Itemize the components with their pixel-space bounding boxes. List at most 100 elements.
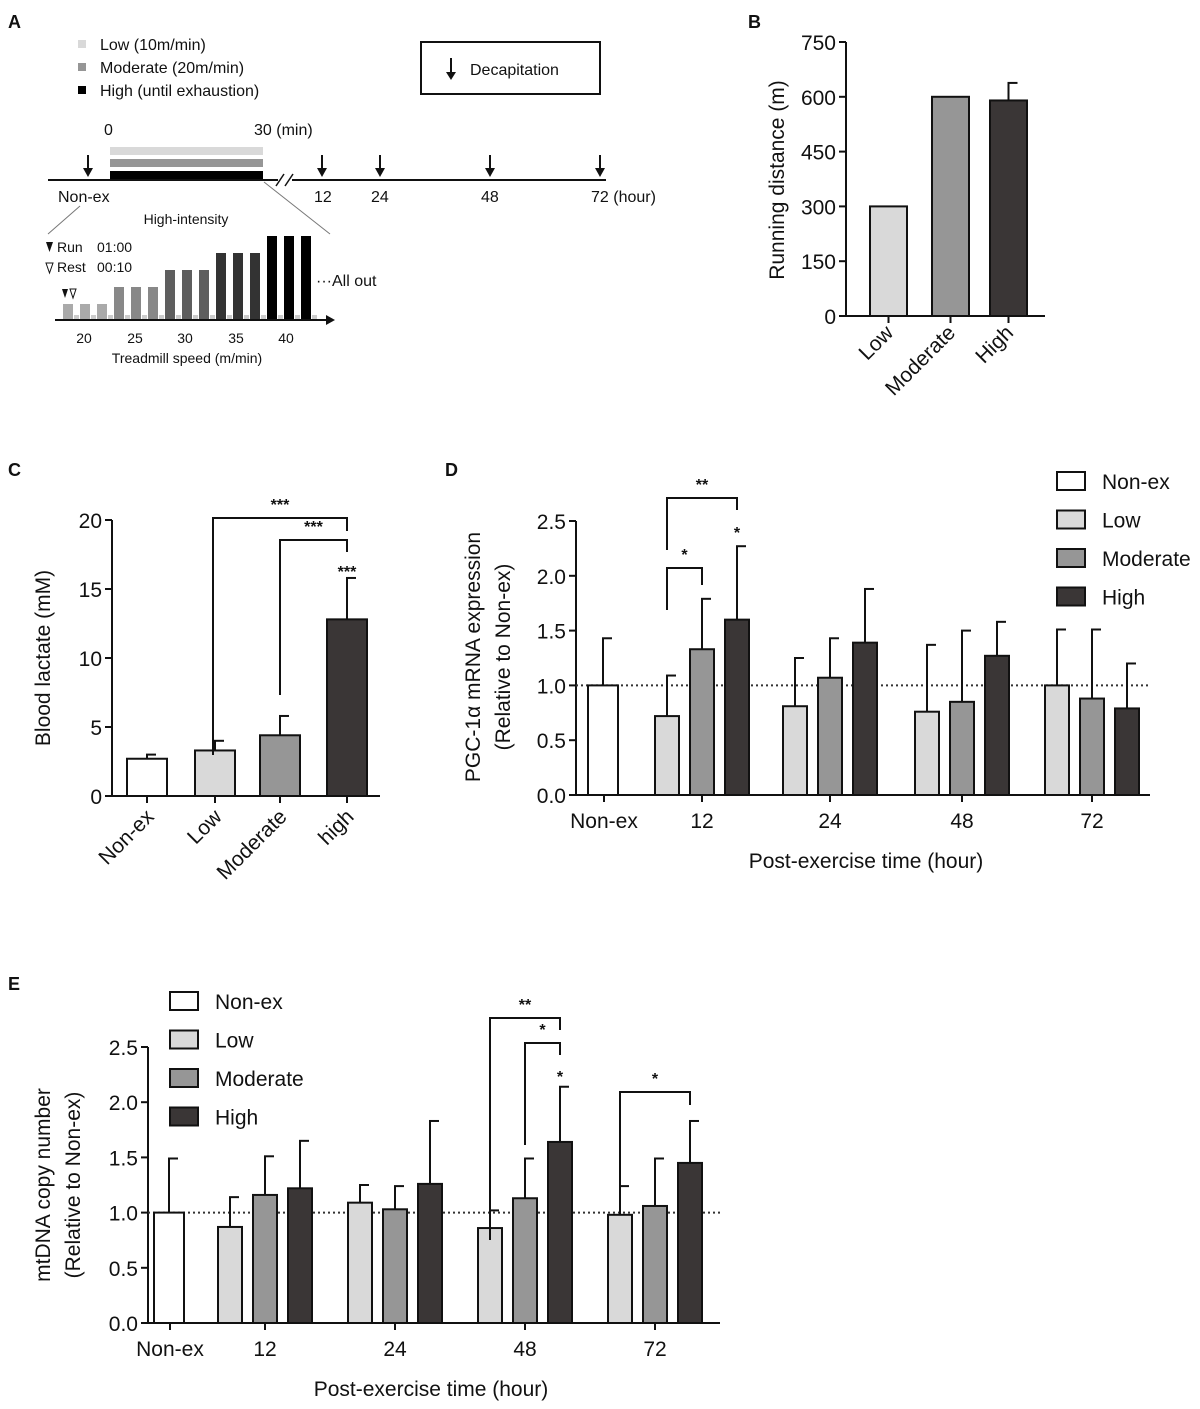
y-tick-label: 0.0 <box>109 1313 138 1336</box>
legend-label-moderate: Moderate <box>1102 548 1191 571</box>
significance-bracket <box>666 567 703 610</box>
x-tick-label: Non-ex <box>136 1338 204 1361</box>
bar-moderate <box>642 1204 668 1324</box>
bar-high <box>1114 707 1140 797</box>
legend-swatch-non-ex <box>169 991 199 1011</box>
bar-non-ex <box>126 757 168 797</box>
significance-label: ** <box>696 477 709 494</box>
rest-bar <box>74 315 79 320</box>
bar-high <box>547 1140 573 1324</box>
rest-bar <box>176 315 181 320</box>
axis-break-icon <box>275 173 294 187</box>
arrow-head-icon <box>375 168 385 177</box>
panel-label-c: C <box>8 460 21 480</box>
legend-moderate: Moderate (20m/min) <box>100 60 244 77</box>
x-axis-label: Post-exercise time (hour) <box>314 1378 549 1401</box>
panel-d-pgc1a-expression: 0.0 0.5 1.0 1.5 2.0 2.5 Non-ex 12 24 48 72 Post-exe… <box>462 471 1191 873</box>
bar-low <box>194 749 236 798</box>
rest-bar <box>125 315 130 320</box>
timepoint-12: 12 <box>314 189 332 206</box>
bar-high <box>287 1187 313 1325</box>
significance-label: * <box>652 1071 659 1088</box>
bar-moderate <box>689 648 715 796</box>
legend-label-high: High <box>1102 587 1145 610</box>
arrow-head-icon <box>317 168 327 177</box>
run-bar <box>97 304 107 320</box>
y-tick-label: 2.0 <box>109 1092 138 1115</box>
legend-label-moderate: Moderate <box>215 1068 304 1091</box>
moderate-exercise-bar <box>110 159 263 167</box>
y-tick-label: 2.5 <box>537 511 566 534</box>
y-tick-label: 0.5 <box>109 1258 138 1281</box>
bar-high <box>724 618 750 797</box>
bar-high <box>984 654 1010 796</box>
x-tick-label: Low <box>183 805 227 849</box>
panel-label-b: B <box>748 12 761 32</box>
legend-swatch-low <box>78 40 86 48</box>
rest-label: Rest <box>57 259 86 275</box>
rest-bar <box>312 315 317 320</box>
y-tick-label: 750 <box>801 32 836 55</box>
bar-moderate <box>382 1208 408 1324</box>
y-tick-label: 2.5 <box>109 1037 138 1060</box>
bar-low <box>654 715 680 797</box>
rest-bar <box>295 315 300 320</box>
bar-moderate <box>512 1197 538 1325</box>
low-exercise-bar <box>110 147 263 155</box>
significance-bracket <box>524 1042 561 1145</box>
y-tick-label: 1.0 <box>537 675 566 698</box>
bar-nonex <box>587 684 619 797</box>
x-axis-label: Post-exercise time (hour) <box>749 850 984 873</box>
bar-high <box>852 641 878 796</box>
rest-bar <box>142 315 147 320</box>
panel-label-e: E <box>8 974 20 994</box>
bar-high <box>326 618 368 797</box>
significance-label: *** <box>304 519 323 536</box>
bar-low <box>914 710 940 796</box>
significance-label: ** <box>519 997 532 1014</box>
speed-tick-label: 25 <box>127 330 143 346</box>
y-tick-label: 1.5 <box>537 621 566 644</box>
y-tick-label: 0.5 <box>537 730 566 753</box>
speed-axis-label: Treadmill speed (m/min) <box>112 350 262 366</box>
y-tick-label: 10 <box>79 648 102 671</box>
significance-label: * <box>539 1022 546 1039</box>
x-tick-label: 24 <box>818 810 842 833</box>
bar-low <box>347 1201 373 1324</box>
x-tick-label: 12 <box>690 810 713 833</box>
legend-swatch-high <box>78 86 86 94</box>
significance-label: *** <box>271 497 290 514</box>
y-tick-label: 300 <box>801 196 836 219</box>
run-label: Run <box>57 239 83 255</box>
legend-label-high: High <box>215 1107 258 1130</box>
decapitation-label: Decapitation <box>470 62 559 79</box>
rest-bar <box>159 315 164 320</box>
bar-low <box>477 1227 503 1325</box>
rest-bar <box>210 315 215 320</box>
bar-moderate <box>1079 697 1105 796</box>
speed-tick-label: 30 <box>177 330 193 346</box>
run-time: 01:00 <box>97 239 132 255</box>
rest-bar <box>261 315 266 320</box>
legend-label-non-ex: Non-ex <box>1102 471 1170 494</box>
rest-marker-icon <box>69 288 77 300</box>
significance-label: * <box>681 547 688 564</box>
run-bar <box>131 287 141 320</box>
legend-swatch-non-ex <box>1056 471 1086 491</box>
significance-bracket <box>619 1091 691 1195</box>
bar-high <box>989 99 1028 317</box>
legend-swatch-low <box>1056 509 1086 530</box>
zoom-guide-line <box>47 205 81 235</box>
y-tick-label: 1.0 <box>109 1203 138 1226</box>
bar-moderate <box>259 734 301 798</box>
rest-bar <box>193 315 198 320</box>
x-tick-label: Moderate <box>213 805 292 884</box>
x-tick-label: Non-ex <box>94 805 158 869</box>
significance-bracket <box>489 1017 561 1240</box>
run-bar <box>216 253 226 320</box>
x-tick-label: 72 <box>643 1338 666 1361</box>
y-axis-label: mtDNA copy number <box>32 1088 55 1282</box>
y-tick-label: 150 <box>801 251 836 274</box>
